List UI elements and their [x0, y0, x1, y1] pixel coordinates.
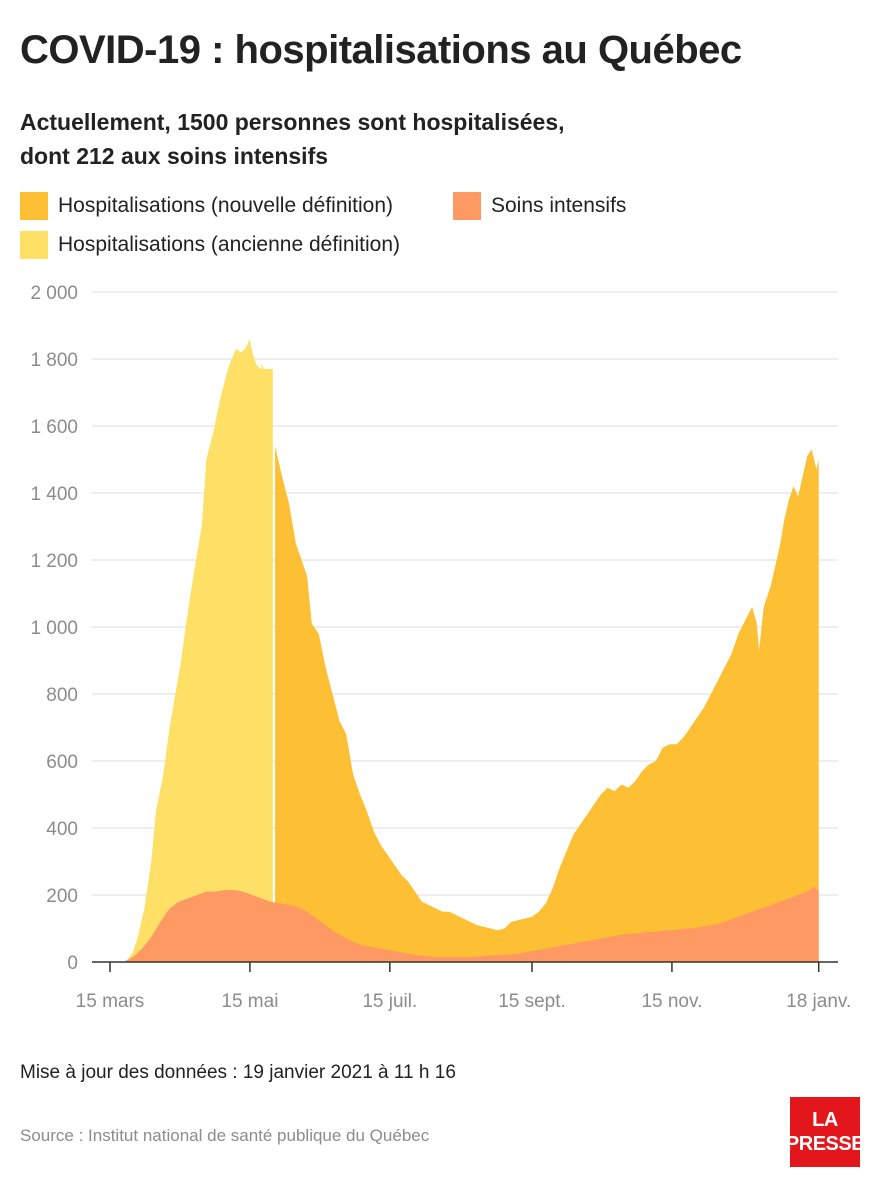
y-tick-label: 600: [46, 752, 78, 773]
y-tick-label: 2 000: [30, 283, 78, 304]
legend-item-icu: Soins intensifs: [453, 192, 626, 220]
y-tick-label: 0: [67, 953, 78, 974]
y-tick-label: 200: [46, 886, 78, 907]
legend-item-new-definition: Hospitalisations (nouvelle définition): [20, 192, 393, 220]
area-icu: [123, 886, 819, 962]
legend-swatch-new-definition: [20, 192, 48, 220]
subtitle-line-2: dont 212 aux soins intensifs: [20, 143, 329, 169]
data-update-note: Mise à jour des données : 19 janvier 202…: [20, 1062, 456, 1083]
logo-text-presse: PRESSE: [785, 1133, 865, 1155]
y-tick-label: 1 600: [30, 417, 78, 438]
area-old-definition: [123, 338, 273, 962]
source-note: Source : Institut national de santé publ…: [20, 1126, 430, 1145]
subtitle-line-1: Actuellement, 1500 personnes sont hospit…: [20, 109, 565, 135]
y-tick-label: 800: [46, 685, 78, 706]
x-tick-label: 15 nov.: [641, 991, 702, 1012]
legend-label-icu: Soins intensifs: [491, 194, 627, 217]
x-tick-label: 15 sept.: [498, 991, 566, 1012]
page-title: COVID-19 : hospitalisations au Québec: [20, 28, 742, 72]
area-new-definition: [275, 446, 819, 963]
legend-swatch-old-definition: [20, 231, 48, 259]
y-tick-label: 1 400: [30, 484, 78, 505]
hospitalisation-chart: 0 200 400 600 800 1 000 1 200 1 400 1 600 1 800 2 …: [30, 283, 851, 1012]
x-tick-label: 15 mai: [221, 991, 278, 1012]
logo-text-la: LA: [812, 1109, 838, 1131]
y-tick-label: 1 800: [30, 350, 78, 371]
legend-item-old-definition: Hospitalisations (ancienne définition): [20, 231, 400, 259]
y-tick-label: 400: [46, 819, 78, 840]
y-tick-label: 1 200: [30, 551, 78, 572]
y-tick-label: 1 000: [30, 618, 78, 639]
legend-label-new-definition: Hospitalisations (nouvelle définition): [58, 194, 394, 217]
legend-label-old-definition: Hospitalisations (ancienne définition): [58, 233, 401, 256]
chart-subtitle: Actuellement, 1500 personnes sont hospit…: [20, 105, 720, 173]
x-tick-label: 18 janv.: [786, 991, 851, 1012]
x-tick-label: 15 juil.: [362, 991, 417, 1012]
x-tick-label: 15 mars: [76, 991, 145, 1012]
la-presse-logo: LA PRESSE: [786, 1097, 865, 1167]
legend-swatch-icu: [453, 192, 481, 220]
